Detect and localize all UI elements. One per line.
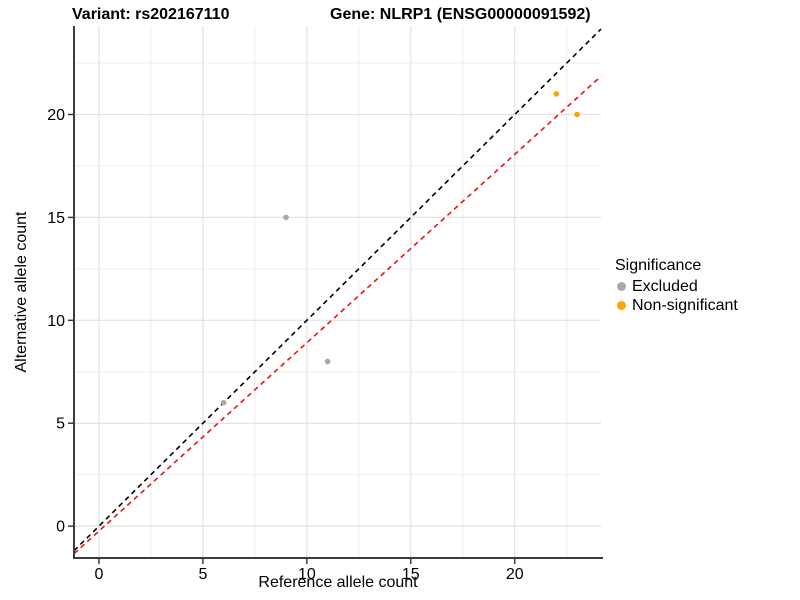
x-axis-label: Reference allele count xyxy=(258,574,418,591)
data-point-excluded xyxy=(220,399,227,406)
legend-item-label-non-significant: Non-significant xyxy=(632,297,738,314)
legend-item-excluded: Excluded xyxy=(615,277,738,296)
data-point-non-significant xyxy=(553,91,560,97)
legend: Significance Excluded Non-significant xyxy=(615,257,738,315)
excluded-swatch-icon xyxy=(617,282,626,291)
identity-line xyxy=(73,28,602,552)
chart-title-variant: Variant: rs202167110 xyxy=(72,6,230,23)
chart-title-gene: Gene: NLRP1 (ENSG00000091592) xyxy=(330,6,591,23)
data-point-non-significant xyxy=(574,111,580,118)
y-tick-label: 20 xyxy=(47,107,65,124)
y-tick-label: 15 xyxy=(47,210,65,227)
data-point-excluded xyxy=(283,214,289,221)
y-tick-label: 5 xyxy=(56,416,65,433)
non-significant-swatch-icon xyxy=(617,301,626,310)
x-tick-label: 20 xyxy=(506,566,524,583)
y-tick-label: 10 xyxy=(47,313,65,330)
legend-item-label-excluded: Excluded xyxy=(632,278,698,295)
x-tick-label: 5 xyxy=(198,566,207,583)
data-point-excluded xyxy=(324,358,331,365)
x-tick-label: 15 xyxy=(402,566,420,583)
y-axis-label: Alternative allele count xyxy=(13,211,30,373)
legend-title: Significance xyxy=(615,257,702,274)
fit-line xyxy=(73,75,602,555)
x-tick-label: 0 xyxy=(94,566,103,583)
legend-item-non-significant: Non-significant xyxy=(615,296,738,315)
x-tick-label: 10 xyxy=(298,566,316,583)
y-tick-label: 0 xyxy=(56,519,65,536)
